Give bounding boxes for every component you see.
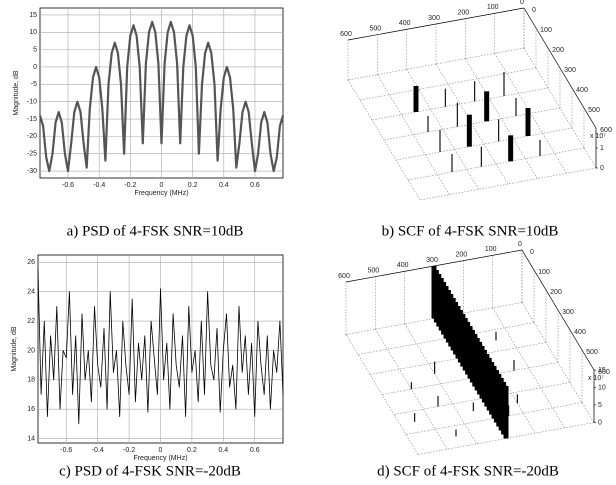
y-tick-label: -10 [27,99,37,106]
z-multiplier: x 10⁷ [590,133,606,140]
x-tick-label: 600 [338,273,350,280]
x-tick-label: 0 [520,0,524,6]
grid-line [377,74,450,195]
grid-line [347,79,421,201]
y-axis-label: Magnitude, dB [13,70,20,115]
x-tick-label: -0.2 [123,447,135,454]
x-tick-label: 0.4 [219,182,229,189]
data-line [37,269,284,425]
x-tick-label: -0.4 [93,182,105,189]
grid-line [345,334,419,455]
y-tick-label: 400 [576,87,588,94]
x-tick-label: 0.6 [250,182,260,189]
x-tick-label: -0.6 [60,447,72,454]
y-tick-label: 15 [29,12,37,19]
x-tick-label: 0.2 [187,447,197,454]
y-tick-label: 300 [562,309,574,316]
x-tick-label: 100 [487,4,499,11]
x-tick-label: 200 [455,252,467,259]
grid-line [406,69,479,190]
z-tick-label: 5 [598,402,602,409]
x-tick-label: 0.6 [250,447,260,454]
grid-line [492,307,565,428]
y-tick-label: 18 [27,377,35,384]
y-tick-label: -15 [27,116,37,123]
x-tick-label: 200 [457,10,469,17]
x-tick-label: -0.6 [62,182,74,189]
grid-line [465,58,538,179]
y-tick-label: 600 [598,369,610,376]
data-line [38,20,285,173]
z-multiplier: x 10⁷ [588,375,604,382]
y-tick-label: 14 [27,435,35,442]
y-tick-label: 400 [574,329,586,336]
z-tick-label: 15 [598,367,606,374]
x-tick-label: 500 [367,268,379,275]
x-tick-label: -0.4 [92,447,104,454]
y-tick-label: 24 [27,289,35,296]
y-tick-label: 300 [564,67,576,74]
y-tick-label: 100 [540,27,552,34]
y-tick-label: 100 [538,269,550,276]
z-tick-label: 0 [598,419,602,426]
y-tick-label: 600 [600,127,612,134]
y-tick-label: 0 [33,64,37,71]
x-tick-label: 100 [485,246,497,253]
y-tick-label: -20 [27,133,37,140]
y-tick-label: 16 [27,406,35,413]
y-tick-label: 500 [586,349,598,356]
grid-line [404,323,477,444]
caption: d) SCF of 4-FSK SNR=-20dB [377,463,559,479]
y-axis [521,249,595,371]
y-axis [523,7,597,129]
x-tick-label: 0 [159,447,163,454]
y-tick-label: -30 [27,168,37,175]
y-tick-label: 0 [530,249,534,256]
x-axis [347,7,525,41]
x-tick-label: 400 [397,262,409,269]
x-tick-label: 0 [518,241,522,248]
caption: a) PSD of 4-FSK SNR=10dB [67,223,244,239]
x-tick-label: 300 [426,257,438,264]
z-tick-label: 1 [600,145,604,152]
y-axis-label: Magnitude, dB [11,326,18,371]
x-tick-label: 400 [399,20,411,27]
y-tick-label: 20 [27,347,35,354]
z-tick-label: 0 [600,165,604,172]
y-tick-label: 26 [27,259,35,266]
caption: b) SCF of 4-FSK SNR=10dB [382,223,559,239]
y-tick-label: 5 [33,46,37,53]
y-tick-label: 200 [552,47,564,54]
y-tick-label: 200 [550,289,562,296]
y-tick-label: -25 [27,151,37,158]
y-tick-label: -5 [31,81,37,88]
x-axis-label: Frequency (MHz) [133,455,187,462]
z-tick-label: 10 [598,384,606,391]
x-axis-label: Frequency (MHz) [134,190,188,197]
x-tick-label: 600 [340,31,352,38]
caption: c) PSD of 4-FSK SNR=-20dB [59,463,241,479]
y-tick-label: 500 [588,107,600,114]
x-tick-label: 0.2 [188,182,198,189]
x-tick-label: -0.2 [124,182,136,189]
y-tick-label: 22 [27,318,35,325]
x-tick-label: 300 [428,15,440,22]
y-tick-label: 0 [532,7,536,14]
x-tick-label: 500 [369,26,381,33]
grid-line [463,313,536,434]
grid-line [494,53,567,174]
grid-line [435,63,509,185]
x-tick-label: 0.4 [218,447,228,454]
x-tick-label: 0 [160,182,164,189]
y-tick-label: 10 [29,29,37,36]
